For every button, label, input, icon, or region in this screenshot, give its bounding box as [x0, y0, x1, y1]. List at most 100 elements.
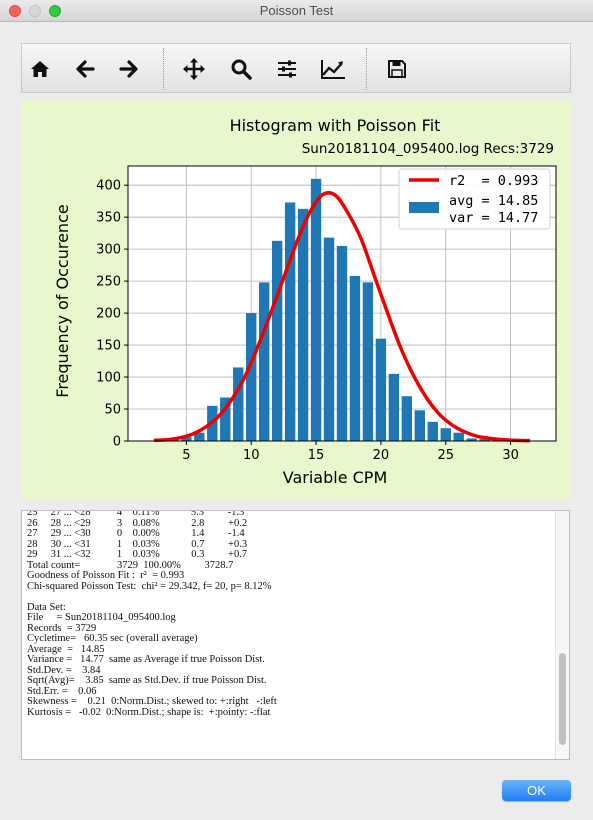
y-axis-ticks: 0 50 100 150 200 250 300 350 400: [96, 179, 128, 450]
histogram-chart: 5 10 15 20 25 30 0 50 100 150 200 250 300 350 400 His…: [53, 116, 557, 487]
histogram-bar: [453, 432, 464, 441]
histogram-bar: [220, 397, 231, 441]
zoom-icon: [231, 59, 252, 80]
histogram-bar: [388, 373, 400, 441]
log-line: Goodness of Poisson Fit : r² = 0.993: [27, 570, 185, 581]
edit-axis-button[interactable]: [318, 54, 348, 84]
window-title: Poisson Test: [259, 3, 334, 18]
save-button[interactable]: [382, 54, 412, 84]
y-tick-label: 200: [96, 307, 121, 322]
log-line: Total count= 3729 100.00% 3728.7: [27, 559, 234, 571]
log-line: Variance = 14.77 same as Average if true…: [27, 654, 265, 665]
histogram-bar: [479, 439, 490, 441]
y-tick-label: 50: [104, 403, 121, 418]
histogram-bar: [427, 421, 438, 441]
save-icon: [388, 60, 406, 78]
y-tick-label: 400: [96, 179, 121, 194]
minimize-window-button[interactable]: [29, 5, 41, 17]
legend-box: [398, 168, 551, 230]
histogram-bar: [414, 410, 426, 441]
histogram-bars: [155, 178, 529, 441]
results-log: 25 27 ... <28 4 0.11% 5.3 -1.3 26 28 ... …: [27, 510, 547, 718]
legend-avg: avg = 14.85: [449, 193, 538, 209]
x-tick-label: 25: [437, 448, 454, 463]
maximize-window-button[interactable]: [49, 5, 61, 17]
log-line: File = Sun20181104_095400.log: [27, 612, 176, 623]
histogram-bar: [181, 437, 192, 441]
x-tick-label: 20: [373, 448, 390, 463]
log-line: 28 30 ... <31 1 0.03% 0.7 +0.3: [27, 538, 248, 550]
pan-icon: [183, 58, 205, 80]
toolbar-separator: [366, 48, 367, 90]
histogram-bar: [323, 237, 335, 441]
chart-legend: r2 = 0.993 avg = 14.85 var = 14.77: [398, 168, 551, 230]
y-axis-label: Frequency of Occurence: [53, 204, 72, 397]
log-line: Data Set:: [27, 601, 66, 613]
axes-frame: [127, 165, 557, 442]
log-line: 27 29 ... <30 0 0.00% 1.4 -1.4: [27, 528, 245, 539]
legend-bar-swatch: [409, 202, 439, 213]
scrollbar-thumb[interactable]: [559, 653, 566, 745]
close-window-button[interactable]: [9, 5, 21, 17]
plot-toolbar: [21, 43, 571, 93]
x-axis-label: Variable CPM: [283, 468, 388, 487]
plot-area: 5 10 15 20 25 30 0 50 100 150 200 250 300 350 400 His…: [21, 100, 571, 499]
forward-button[interactable]: [114, 54, 144, 84]
configure-subplots-button[interactable]: [272, 54, 302, 84]
histogram-bar: [362, 282, 374, 441]
log-line: Std.Dev. = 3.84: [27, 664, 101, 676]
y-tick-label: 350: [96, 211, 121, 226]
log-line: [27, 592, 547, 603]
histogram-bar: [194, 432, 205, 441]
log-line: Skewness = 0.21 0:Norm.Dist.; skewed to:…: [27, 696, 277, 707]
home-icon: [31, 61, 49, 77]
y-tick-label: 0: [113, 435, 121, 450]
configure-subplots-icon: [278, 60, 296, 78]
back-button[interactable]: [70, 54, 100, 84]
log-line: Std.Err. = 0.06: [27, 685, 97, 697]
y-tick-label: 300: [96, 243, 121, 258]
pan-button[interactable]: [179, 54, 209, 84]
chart-title: Histogram with Poisson Fit: [230, 116, 441, 135]
y-tick-label: 150: [96, 339, 121, 354]
legend-r2: r2 = 0.993: [449, 173, 538, 189]
log-line: Average = 14.85: [27, 643, 105, 655]
histogram-bar: [401, 396, 413, 441]
x-tick-label: 15: [308, 448, 325, 463]
x-tick-label: 5: [182, 448, 190, 463]
vertical-scrollbar[interactable]: [555, 511, 569, 759]
histogram-bar: [233, 367, 244, 441]
legend-var: var = 14.77: [449, 210, 538, 226]
zoom-button[interactable]: [226, 54, 256, 84]
x-axis-ticks: 5 10 15 20 25 30: [182, 441, 519, 463]
edit-axis-icon: [321, 60, 345, 79]
histogram-bar: [440, 428, 451, 441]
home-button[interactable]: [25, 54, 55, 84]
histogram-bar: [310, 178, 322, 441]
histogram-bar: [284, 202, 296, 441]
histogram-bar: [271, 240, 283, 441]
log-line: Chi-squared Poisson Test: chi² = 29.342,…: [27, 580, 272, 592]
log-line: 29 31 ... <32 1 0.03% 0.3 +0.7: [27, 549, 248, 560]
x-tick-label: 30: [502, 448, 519, 463]
y-tick-label: 250: [96, 275, 121, 290]
ok-button[interactable]: OK: [502, 780, 571, 801]
x-tick-label: 10: [243, 448, 260, 463]
log-line: Kurtosis = -0.02 0:Norm.Dist.; shape is:…: [27, 706, 271, 718]
log-line: 26 28 ... <29 3 0.08% 2.8 +0.2: [27, 517, 248, 529]
results-text-area[interactable]: 25 27 ... <28 4 0.11% 5.3 -1.3 26 28 ... …: [21, 510, 570, 760]
histogram-bar: [336, 245, 348, 441]
back-icon: [76, 60, 95, 78]
poisson-fit-line: [153, 191, 531, 443]
log-line: Sqrt(Avg)= 3.85 same as Std.Dev. if true…: [27, 675, 267, 686]
log-line: 25 27 ... <28 4 0.11% 5.3 -1.3: [27, 510, 245, 518]
histogram-bar: [297, 208, 309, 441]
histogram-bar: [375, 338, 387, 441]
toolbar-separator: [163, 48, 164, 90]
histogram-bar: [258, 282, 270, 441]
window-titlebar: Poisson Test: [0, 0, 593, 22]
chart-subtitle: Sun20181104_095400.log Recs:3729: [302, 141, 554, 157]
histogram-bar: [246, 313, 257, 441]
histogram-bar: [349, 276, 361, 441]
histogram-bar: [466, 438, 477, 441]
